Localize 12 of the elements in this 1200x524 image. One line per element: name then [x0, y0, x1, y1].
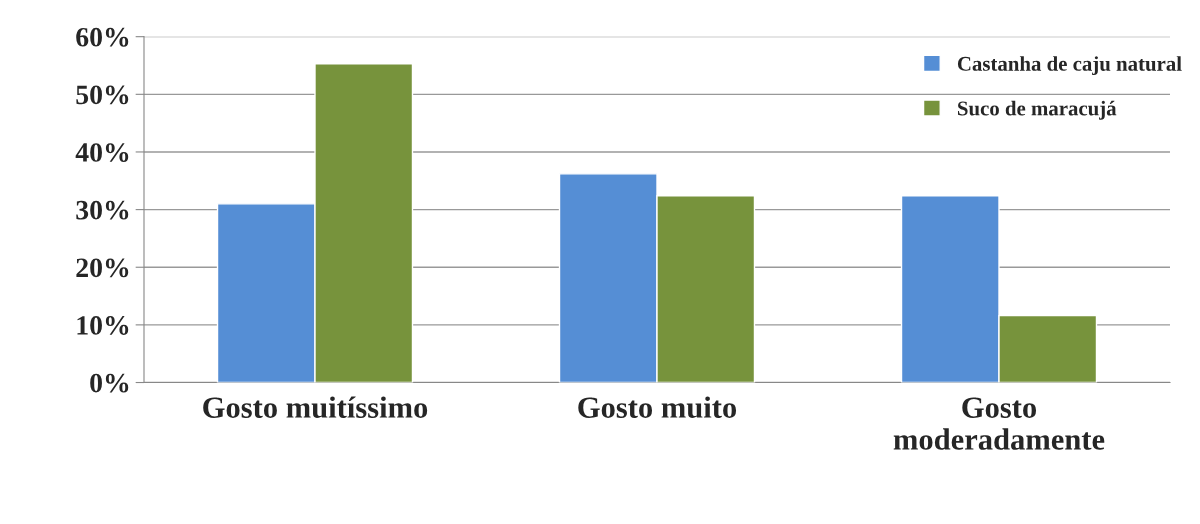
legend-label: Suco de maracujá [958, 100, 1117, 120]
legend-label: Castanha de caju natural [957, 56, 1182, 76]
x-tick-label: Gosto moderadamente [893, 397, 1105, 450]
y-tick-label: 0% [90, 373, 129, 393]
y-tick-label: 20% [76, 258, 129, 278]
y-tick-label: 30% [76, 200, 129, 220]
x-tick-label: Gosto muitíssimo [203, 396, 428, 418]
y-tick-label: 50% [76, 85, 129, 105]
x-tick-label: Gosto muito [578, 396, 737, 418]
y-tick-label: 60% [76, 27, 129, 47]
y-tick-label: 10% [77, 316, 129, 335]
y-tick-label: 40% [75, 143, 129, 162]
